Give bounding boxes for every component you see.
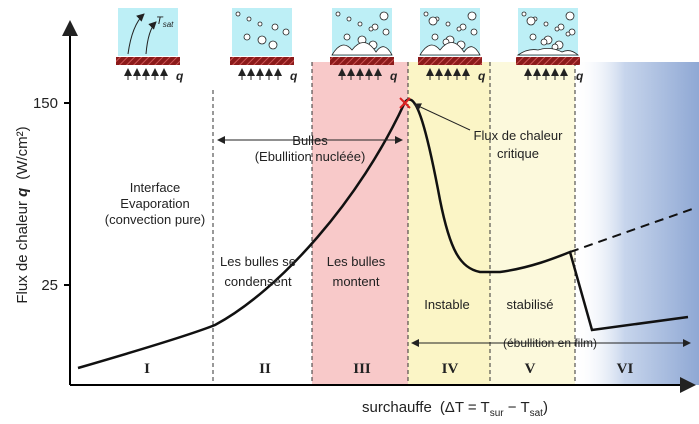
bubble [431, 33, 439, 41]
y-title-unit: (W/cm²) [14, 126, 31, 179]
annotation-text: Evaporation [120, 196, 189, 211]
y-title-part: Flux de chaleur [14, 197, 31, 304]
annotation-text: stabilisé [507, 297, 554, 312]
tsat-label: Tsat [156, 15, 174, 29]
bubble [467, 11, 477, 21]
y-tick-label: 150 [33, 95, 58, 112]
bubble [257, 21, 263, 27]
annotation-text: Les bulles se [220, 254, 296, 269]
region-numeral: VI [617, 361, 634, 377]
bubble [235, 11, 241, 17]
heat-label: q [478, 69, 486, 83]
vapour-arrow [127, 13, 145, 55]
bubble [565, 11, 575, 21]
x-axis-title: surchauffe (ΔT = Tsur − Tsat) [362, 399, 548, 419]
heat-label: q [576, 69, 584, 83]
icon-plate [516, 57, 580, 65]
icon-plate [116, 57, 180, 65]
bubble [540, 38, 548, 46]
icon-box [118, 8, 178, 56]
bubble [456, 26, 462, 32]
axes [62, 20, 696, 393]
bubble [271, 23, 279, 31]
x-title-part: ) [543, 399, 548, 416]
bubble [257, 35, 267, 45]
region-numeral: V [525, 361, 536, 377]
annotation-text: Les bulles [327, 254, 386, 269]
y-axis-title: Flux de chaleur q (W/cm²) [14, 126, 31, 303]
bubble [346, 16, 352, 22]
bubble-icons: q Tsat q q q q [116, 8, 584, 83]
bubble [565, 31, 571, 37]
bubble [445, 21, 451, 27]
region-numeral: I [144, 361, 150, 377]
bubble [423, 11, 429, 17]
bubble [543, 21, 549, 27]
tsat-t: T [156, 15, 164, 27]
bubble [357, 21, 363, 27]
bubble [554, 26, 560, 32]
annotation-text: Instable [424, 297, 470, 312]
bubble [428, 16, 438, 26]
annotation-text: Interface [130, 180, 181, 195]
boiling-curve-line [77, 98, 689, 370]
annotation-text: (convection pure) [105, 212, 205, 227]
icon-plate [330, 57, 394, 65]
bubble [282, 28, 290, 36]
bubble [379, 11, 389, 21]
bubble [246, 16, 252, 22]
region-backgrounds [312, 62, 699, 385]
vapour-film [419, 42, 481, 56]
region-numeral: III [353, 361, 371, 377]
x-title-sub: sur [490, 408, 505, 419]
icon-box [232, 8, 292, 56]
x-title-part: (ΔT = T [440, 399, 490, 416]
heat-label: q [290, 69, 298, 83]
vapour-film [516, 48, 580, 56]
annotation-text: condensent [224, 274, 292, 289]
annotation-text: (ébullition en film) [503, 336, 597, 350]
region-numeral: II [259, 361, 271, 377]
icon-plate [418, 57, 482, 65]
annotation-text: (Ebullition nucléée) [255, 149, 366, 164]
bubble [470, 28, 478, 36]
extrapolated-line [569, 207, 696, 253]
critical-point [399, 97, 411, 109]
y-tick-label: 25 [41, 277, 58, 294]
bubble [368, 26, 374, 32]
x-title-sub: sat [530, 408, 544, 419]
bubble [521, 11, 527, 17]
heat-label: q [390, 69, 398, 83]
bubble [529, 33, 537, 41]
annotation-text: montent [333, 274, 380, 289]
heat-label: q [176, 69, 184, 83]
vapour-arrow [145, 21, 157, 55]
bubble [268, 40, 278, 50]
x-title-part: − T [504, 399, 530, 416]
annotation-text: Bulles [292, 133, 328, 148]
annotation-text: Flux de chaleur [474, 128, 564, 143]
bubble [335, 11, 341, 17]
vapour-film [331, 42, 393, 56]
icon-plate [230, 57, 294, 65]
bubble [526, 16, 536, 26]
bubble [382, 28, 390, 36]
tsat-sub: sat [163, 20, 174, 29]
bubble [343, 33, 351, 41]
annotation-text: critique [497, 146, 539, 161]
x-title-part: surchauffe [362, 399, 432, 416]
critique-arrow [413, 103, 471, 131]
y-title-symbol: q [14, 188, 31, 197]
region-dividers [212, 62, 576, 385]
region-numeral: IV [442, 361, 459, 377]
bubble [243, 33, 251, 41]
